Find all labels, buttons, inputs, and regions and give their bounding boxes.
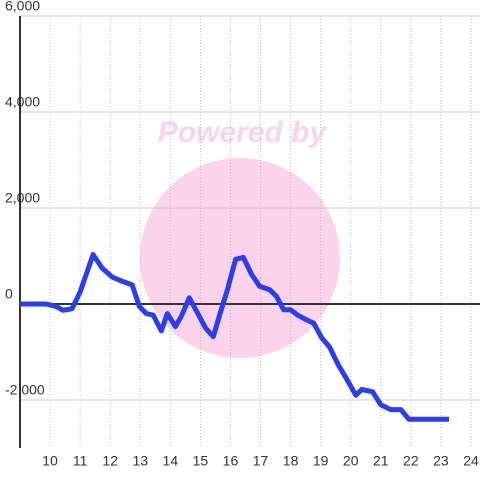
watermark: Powered by [158, 116, 328, 149]
x-tick-label: 21 [373, 453, 389, 469]
x-tick-label: 17 [253, 453, 269, 469]
x-tick-label: 15 [193, 453, 209, 469]
x-tick-label: 14 [163, 453, 179, 469]
y-tick-label: -2,000 [5, 382, 45, 398]
y-tick-label: 4,000 [5, 94, 40, 110]
x-tick-label: 13 [132, 453, 148, 469]
data-line [20, 252, 450, 422]
x-tick-label: 18 [283, 453, 299, 469]
x-tick-label: 20 [343, 453, 359, 469]
x-tick-label: 22 [403, 453, 419, 469]
x-tick-label: 23 [433, 453, 449, 469]
x-tick-label: 24 [463, 453, 479, 469]
x-tick-label: 10 [42, 453, 58, 469]
x-tick-label: 12 [102, 453, 118, 469]
x-tick-label: 11 [73, 453, 88, 469]
y-tick-label: 0 [5, 286, 13, 302]
x-tick-label: 16 [223, 453, 239, 469]
y-tick-label: 2,000 [5, 190, 40, 206]
y-tick-label: 6,000 [5, 0, 40, 14]
x-tick-label: 19 [313, 453, 329, 469]
